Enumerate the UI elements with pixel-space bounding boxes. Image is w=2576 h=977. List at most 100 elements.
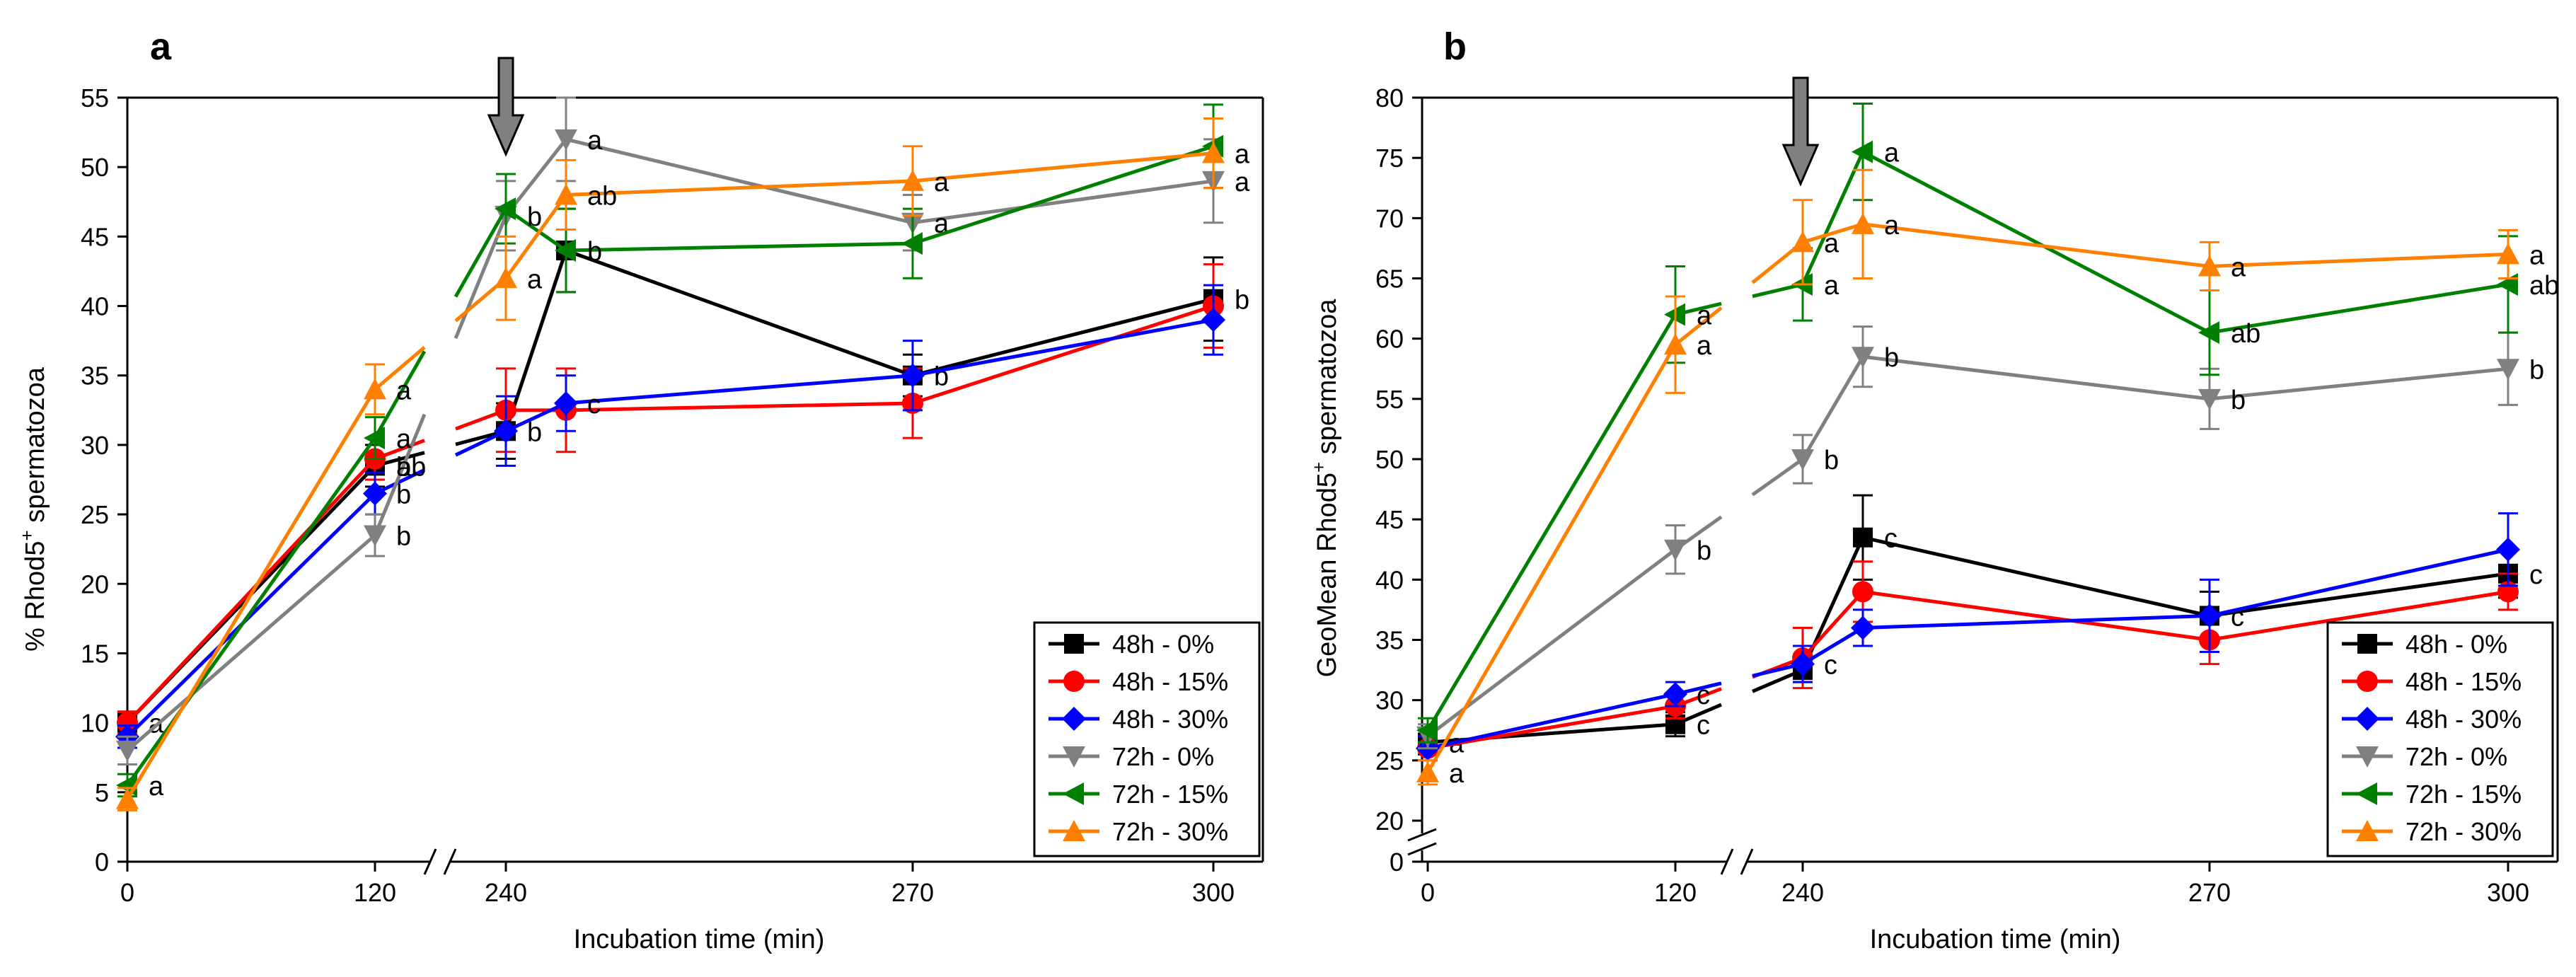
panel-b-ytick-label: 45 [1375, 505, 1404, 534]
panel-b-ytick-label: 40 [1375, 565, 1404, 594]
panel-b-sig-label: c [2529, 560, 2543, 590]
panel-b-ytick-label: 65 [1375, 265, 1404, 294]
panel-a-ytick-label: 5 [95, 778, 109, 807]
panel-b-sig-label: b [2231, 386, 2246, 415]
panel-b-legend-swatch-marker [2357, 634, 2377, 654]
panel-b-ytick-label: 50 [1375, 445, 1404, 474]
panel-b-sig-label: a [1824, 271, 1839, 301]
panel-b-series-line [1801, 354, 2509, 461]
panel-b-series-line [1801, 149, 2509, 335]
panel-a-series-line [374, 468, 426, 495]
panel-a-point [495, 197, 516, 221]
panel-a-ytick-label: 25 [81, 500, 109, 529]
panel-b-ytick-label: 25 [1375, 746, 1404, 775]
panel-a-sig-label: a [587, 126, 603, 156]
panel-b-point [1791, 231, 1814, 253]
panel-a-ytick-label: 20 [81, 570, 109, 599]
panel-b-legend: 48h - 0% 48h - 15% 48h - 30% 72h - 0% 72h - … [2326, 621, 2554, 857]
panel-b-x-break-mark [1720, 848, 1734, 875]
panel-a-series-line [504, 137, 1214, 225]
panel-a-point [554, 391, 578, 415]
panel-a-series-line [125, 388, 377, 800]
panel-b-legend-entry: 48h - 30% [2405, 705, 2522, 734]
panel-a-arrow-annotation [487, 57, 525, 157]
panel-a-ytick-label: 50 [81, 153, 109, 182]
panel-a-xtick-label: 120 [354, 878, 396, 907]
panel-a-series-2: bc [115, 284, 1225, 749]
panel-b-series-line [1801, 589, 2509, 659]
panel-b-sig-label: b [2529, 355, 2544, 385]
panel-b-x-break-mark [1740, 848, 1754, 875]
panel-a-x-break-gap [430, 848, 450, 876]
panel-a-series-line [506, 304, 1214, 412]
panel-b-point [1416, 719, 1438, 742]
panel-b-sig-label: a [1824, 229, 1839, 258]
panel-b-ytick-label: 55 [1375, 385, 1404, 414]
panel-a-sig-label: a [1235, 140, 1250, 170]
panel-b-legend-entry: 48h - 0% [2405, 630, 2507, 659]
panel-a-series-line [504, 144, 1214, 253]
panel-b-series-line [1427, 704, 1676, 751]
panel-b-legend-swatch-marker [2357, 671, 2378, 692]
panel-b-ytick-label: 30 [1375, 686, 1404, 715]
panel-b-sig-label: a [1697, 331, 1712, 361]
panel-a-sig-label: b [396, 480, 411, 510]
panel-b-point [2497, 359, 2519, 381]
panel-a-ytick-label: 15 [81, 639, 109, 668]
panel-b-point [1851, 615, 1875, 640]
panel-b-sig-label: c [1884, 524, 1898, 554]
panel-a-xtick-label: 300 [1192, 878, 1235, 907]
panel-a-ytick-label: 35 [81, 362, 109, 391]
panel-b-legend-box [2326, 621, 2554, 857]
panel-a-ylabel-main: % Rhod5 [21, 541, 50, 652]
panel-a-series-line [125, 437, 377, 787]
panel-b-sig-label: b [1824, 446, 1839, 475]
panel-a-xtick-label: 0 [120, 878, 134, 907]
panel-a-legend-box [1033, 621, 1261, 857]
panel-b-ytick-label: 20 [1375, 807, 1404, 836]
panel-a-series-line [454, 207, 508, 298]
panel-a-point [364, 525, 386, 547]
panel-a-legend-entry: 48h - 15% [1112, 667, 1228, 696]
panel-a-xlabel: Incubation time (min) [574, 925, 825, 954]
panel-a-point [901, 232, 923, 255]
panel-a-sig-label: a [396, 424, 412, 454]
panel-b-point [2496, 537, 2520, 562]
panel-a-legend-entry: 48h - 30% [1112, 705, 1228, 734]
panel-b-series-line [1752, 282, 1803, 299]
panel-a-point [364, 427, 385, 450]
panel-b-legend-swatch-marker [2356, 746, 2379, 768]
panel-b-point [1416, 761, 1439, 782]
panel-a-series-line [126, 533, 376, 752]
panel-b-sig-label: a [1884, 139, 1900, 168]
panel-b-legend-swatch-marker [2355, 707, 2379, 731]
panel-a-point [901, 169, 924, 191]
panel-b-x-break-gap [1727, 848, 1747, 876]
panel-b-xtick-label: 120 [1654, 878, 1697, 907]
panel-a-ytick-label: 45 [81, 222, 109, 251]
panel-b-sig-label: a [1884, 211, 1900, 241]
panel-b-ytick-label: 35 [1375, 626, 1404, 655]
panel-b-series-line [1426, 313, 1677, 732]
panel-b-sig-label: a [2529, 241, 2545, 270]
panel-b-point [1852, 212, 1874, 234]
panel-a-series-4: aab [116, 103, 1223, 802]
panel-a-sig-label: a [1235, 168, 1250, 197]
panel-a-sig-label: b [396, 522, 411, 552]
panel-a-sig-label: a [396, 376, 412, 405]
panel-b-legend-entry: 72h - 15% [2405, 780, 2522, 809]
panel-a-sig-label: b [1235, 286, 1249, 316]
panel-b-xtick-label: 240 [1781, 878, 1824, 907]
panel-a-ylabel: % Rhod5+ spermatozoa [16, 366, 50, 652]
panel-a-point [363, 481, 387, 506]
panel-a-series-line [454, 429, 507, 457]
panel-b-series-line [1802, 222, 2509, 268]
panel-b-ytick-label: 80 [1375, 83, 1404, 112]
panel-a-ytick-label: 10 [81, 709, 109, 738]
panel-a-legend-entry: 72h - 15% [1112, 780, 1228, 809]
panel-b: b GeoMean Rhod5+ spermatozoa Incubation … [1308, 25, 2559, 954]
panel-a-legend-swatch-marker [1063, 746, 1085, 768]
panel-b-point [1664, 333, 1687, 355]
panel-b-sig-label: c [1824, 651, 1837, 681]
